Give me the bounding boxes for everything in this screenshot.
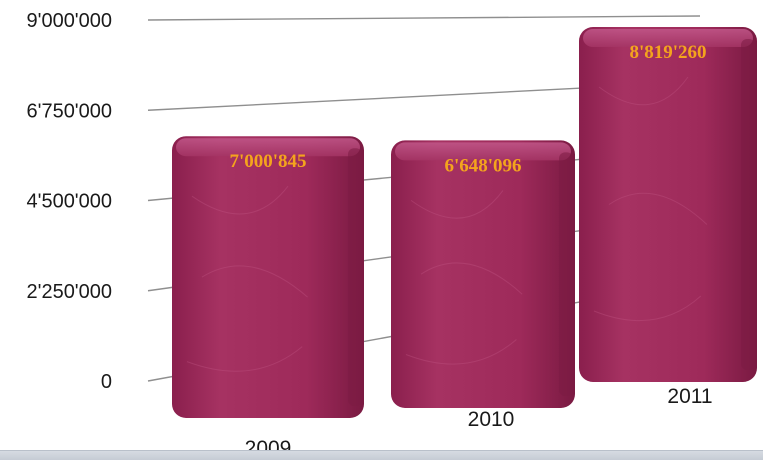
- data-label-2011: 8'819'260: [629, 42, 706, 63]
- bar-texture: [186, 185, 308, 372]
- bar-2011: [579, 27, 757, 382]
- bar-top-cap: [583, 29, 753, 47]
- y-tick-label: 6'750'000: [27, 100, 113, 122]
- bar-2010: [391, 140, 575, 408]
- bar-texture: [405, 190, 523, 365]
- bar-side-shade: [741, 39, 755, 370]
- data-label-2009: 7'000'845: [229, 151, 306, 172]
- category-label-2011: 2011: [667, 385, 712, 408]
- y-tick-label: 9'000'000: [27, 10, 113, 32]
- bars: [172, 27, 757, 418]
- bottom-edge-strip: [0, 450, 763, 460]
- bar-top-cap: [176, 138, 360, 157]
- bar-2009: [172, 136, 364, 418]
- bar-texture: [593, 76, 708, 322]
- category-label-2010: 2010: [468, 408, 515, 431]
- bar-top-cap: [395, 142, 571, 161]
- bar-side-shade: [559, 152, 573, 396]
- y-tick-label: 0: [101, 371, 112, 393]
- y-axis-ticks: 0 2'250'000 4'500'000 6'750'000 9'000'000: [27, 10, 113, 393]
- data-labels: 7'000'845 6'648'096 8'819'260: [229, 42, 706, 176]
- gridline: [147, 15, 701, 21]
- y-tick-label: 4'500'000: [27, 191, 113, 213]
- bar-side-shade: [348, 148, 362, 406]
- data-label-2010: 6'648'096: [444, 155, 521, 176]
- y-tick-label: 2'250'000: [27, 281, 113, 303]
